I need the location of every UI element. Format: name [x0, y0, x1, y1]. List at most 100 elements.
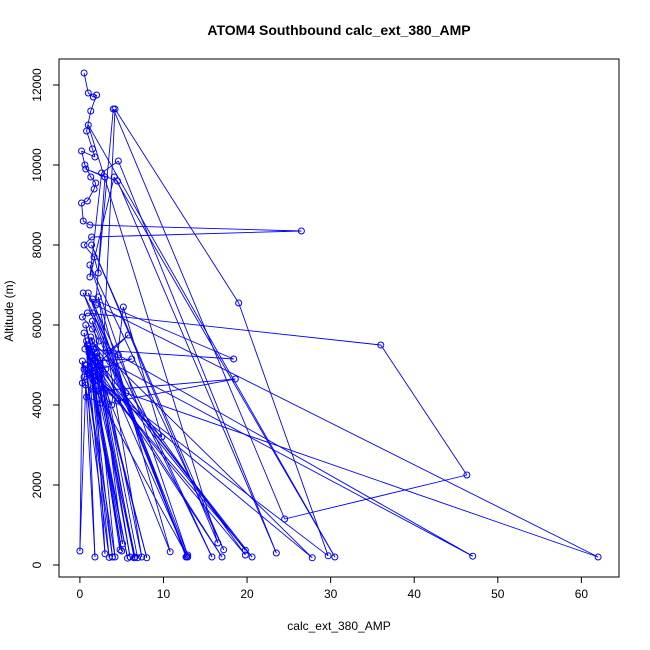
data-point	[214, 539, 222, 547]
data-point	[90, 345, 98, 353]
data-point	[138, 553, 146, 561]
data-point	[108, 553, 116, 561]
series-segment	[94, 360, 136, 558]
data-point	[114, 397, 122, 405]
series-segment	[90, 176, 97, 184]
data-point	[241, 551, 249, 559]
series-segment	[91, 340, 313, 559]
data-point	[95, 337, 103, 345]
data-point	[94, 293, 102, 301]
series-segment	[87, 312, 381, 346]
y-tick-label: 10000	[30, 148, 44, 182]
data-point	[78, 357, 86, 365]
data-point	[463, 471, 471, 479]
data-point	[89, 309, 97, 317]
data-point	[594, 553, 602, 561]
data-point	[183, 552, 191, 560]
data-point	[111, 105, 119, 113]
data-point	[84, 341, 92, 349]
series-segment	[89, 224, 302, 232]
data-point	[102, 365, 110, 373]
data-point	[96, 359, 104, 367]
data-point	[218, 553, 226, 561]
data-point	[158, 433, 166, 441]
plot-frame	[58, 58, 620, 578]
series-segment	[91, 244, 225, 550]
data-point	[86, 261, 94, 269]
series-segment	[118, 354, 473, 557]
data-point	[91, 553, 99, 561]
series-segment	[92, 148, 96, 158]
data-point	[78, 147, 86, 155]
series-segment	[117, 160, 277, 554]
series-segment	[117, 180, 277, 554]
data-point	[76, 547, 84, 555]
data-point	[93, 91, 101, 99]
series-segment	[93, 348, 106, 554]
series-segment	[284, 474, 467, 520]
data-point	[78, 199, 86, 207]
data-point	[208, 553, 216, 561]
data-point	[116, 546, 124, 554]
series-segment	[91, 230, 302, 238]
series-segment	[81, 150, 86, 166]
y-tick-label: 12000	[30, 68, 44, 102]
series-segment	[79, 384, 87, 552]
y-tick-label: 8000	[30, 231, 44, 258]
series-segment	[125, 392, 599, 558]
series-segment	[238, 302, 329, 556]
data-point	[230, 355, 238, 363]
data-point	[81, 161, 89, 169]
series-segment	[380, 344, 468, 476]
series-segment	[112, 108, 286, 520]
y-tick-label: 2000	[30, 471, 44, 498]
data-point	[79, 217, 87, 225]
data-point	[80, 241, 88, 249]
series-segment	[90, 336, 189, 558]
data-point	[79, 289, 87, 297]
data-point	[84, 121, 92, 129]
data-point	[281, 515, 289, 523]
data-point	[231, 375, 239, 383]
data-point	[80, 365, 88, 373]
data-point	[324, 552, 332, 560]
series-segment	[89, 356, 113, 558]
data-point	[84, 289, 92, 297]
data-point	[90, 253, 98, 261]
series-segment	[91, 340, 246, 556]
data-point	[118, 547, 126, 555]
data-point	[80, 329, 88, 337]
data-point	[97, 399, 105, 407]
series-segment	[97, 108, 114, 274]
x-tick-label: 50	[491, 587, 505, 601]
series-segment	[87, 188, 95, 202]
data-point	[122, 389, 130, 397]
data-point	[87, 333, 95, 341]
data-point	[80, 69, 88, 77]
data-point	[130, 554, 138, 562]
x-tick-label: 30	[324, 587, 338, 601]
data-point	[105, 553, 113, 561]
data-point	[166, 548, 174, 556]
series-segment	[86, 340, 96, 558]
x-axis: 0 10 20 30 40 50 60	[77, 576, 588, 601]
data-series	[76, 69, 602, 562]
series-segment	[90, 368, 123, 544]
x-tick-label: 0	[77, 587, 84, 601]
series-segment	[89, 264, 189, 556]
x-tick-label: 10	[157, 587, 171, 601]
series-segment	[87, 292, 213, 558]
data-point	[87, 173, 95, 181]
data-point	[82, 165, 90, 173]
data-point	[110, 173, 118, 181]
data-point	[114, 157, 122, 165]
data-point	[92, 301, 100, 309]
data-point	[88, 233, 96, 241]
data-point	[83, 393, 91, 401]
data-point	[98, 169, 106, 177]
data-point	[87, 107, 95, 115]
series-segment	[86, 364, 253, 558]
series-segment	[113, 176, 336, 558]
y-axis: 0 2000 4000 6000 8000 10000 12000	[30, 68, 60, 568]
